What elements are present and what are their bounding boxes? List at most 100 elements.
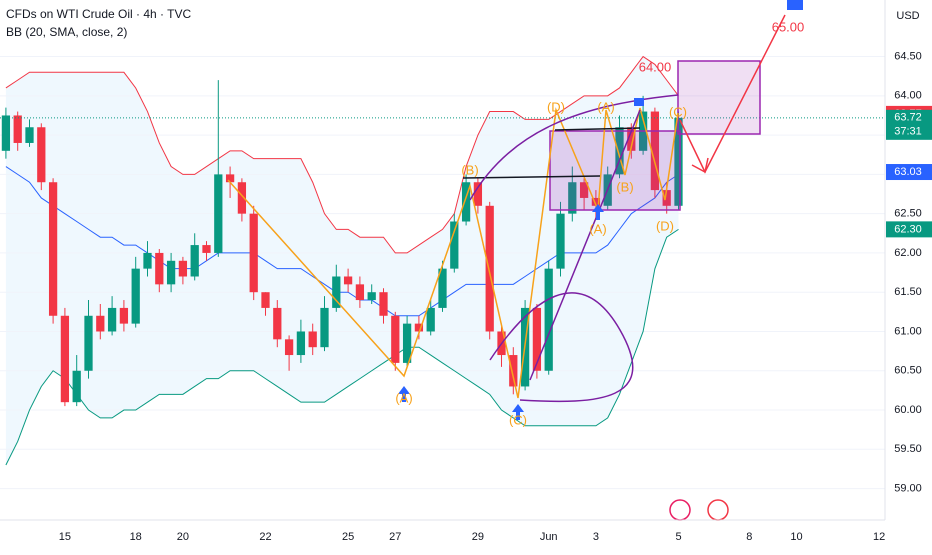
annotation: (A) bbox=[589, 221, 606, 236]
candle-body bbox=[461, 182, 471, 222]
annotation: 65.00 bbox=[772, 19, 805, 34]
annotation: (C) bbox=[509, 412, 527, 427]
candle-body bbox=[143, 252, 152, 269]
candle-body bbox=[37, 127, 46, 183]
annotation: (B) bbox=[616, 179, 633, 194]
candle-body bbox=[473, 182, 483, 206]
price-tag bbox=[886, 109, 932, 140]
candle-body bbox=[48, 182, 58, 316]
y-tick-label: 60.50 bbox=[894, 365, 922, 377]
candle-body bbox=[1, 115, 11, 151]
arrow-head bbox=[691, 157, 709, 174]
annotation: (D) bbox=[547, 99, 565, 114]
price-tag bbox=[886, 221, 932, 238]
annotation: 64.00 bbox=[639, 59, 672, 74]
candle-body bbox=[355, 284, 365, 301]
candle-body bbox=[591, 197, 601, 206]
event-icon bbox=[707, 499, 729, 521]
marks bbox=[0, 55, 885, 466]
y-tick-label: 59.00 bbox=[894, 482, 922, 494]
y-tick-label: 64.50 bbox=[894, 50, 922, 62]
candle-body bbox=[674, 117, 683, 206]
candle-body bbox=[509, 355, 518, 387]
annotation: (C) bbox=[669, 104, 687, 119]
candle-body bbox=[650, 111, 660, 191]
x-tick-label: 25 bbox=[342, 531, 354, 543]
price-axis bbox=[885, 0, 932, 550]
candle-body bbox=[13, 115, 22, 143]
candle-body bbox=[131, 268, 140, 324]
x-tick-label: Jun bbox=[540, 531, 558, 543]
candle-body bbox=[237, 182, 247, 214]
x-tick-label: 29 bbox=[472, 531, 484, 543]
candle-body bbox=[662, 190, 671, 206]
candle-body bbox=[308, 331, 317, 348]
x-tick-label: 8 bbox=[746, 531, 752, 543]
y-tick-label: 61.50 bbox=[894, 286, 922, 298]
chart-title: CFDs on WTI Crude Oil · 4h · TVC bbox=[6, 7, 191, 21]
candle-body bbox=[615, 127, 624, 175]
x-tick-label: 22 bbox=[259, 531, 271, 543]
candle-body bbox=[627, 127, 636, 151]
x-tick-label: 12 bbox=[873, 531, 885, 543]
candle-body bbox=[25, 127, 34, 143]
candle-body bbox=[178, 260, 188, 277]
candle-body bbox=[367, 292, 376, 301]
x-tick-label: 27 bbox=[389, 531, 401, 543]
price-tag-label: 63.03 bbox=[894, 166, 922, 178]
y-tick-label: 61.00 bbox=[894, 325, 922, 337]
x-tick-label: 10 bbox=[790, 531, 802, 543]
curve bbox=[529, 109, 641, 381]
x-tick-label: 5 bbox=[675, 531, 681, 543]
axis-layer: 59.00 59.50 60.00 60.50 61.00 61.50 62.00 62.50… bbox=[59, 50, 932, 543]
annotation: (A) bbox=[597, 99, 614, 114]
candle-body bbox=[96, 315, 105, 332]
trend-line bbox=[554, 127, 641, 131]
flag bbox=[787, 0, 803, 10]
x-tick-label: 18 bbox=[130, 531, 142, 543]
candle-body bbox=[402, 323, 412, 363]
y-tick-label: 62.00 bbox=[894, 247, 922, 259]
band-line bbox=[5, 228, 679, 466]
candle-body bbox=[84, 315, 93, 371]
candle-body bbox=[190, 245, 199, 277]
price-tag bbox=[886, 164, 932, 181]
candle-body bbox=[72, 370, 81, 403]
candle-body bbox=[284, 339, 294, 356]
candle-body bbox=[532, 307, 542, 371]
candle-body bbox=[249, 213, 258, 293]
candle-body bbox=[214, 174, 223, 253]
candle-body bbox=[414, 323, 424, 332]
target-box bbox=[677, 60, 761, 135]
price-tag-label: 62.30 bbox=[894, 223, 922, 235]
drawings bbox=[227, 0, 803, 521]
annotation: (A) bbox=[395, 390, 412, 405]
currency: USD bbox=[896, 10, 919, 22]
candle-body bbox=[438, 268, 447, 308]
y-tick-label: 59.50 bbox=[894, 443, 922, 455]
x-tick-label: 20 bbox=[177, 531, 189, 543]
x-tick-label: 15 bbox=[59, 531, 71, 543]
candle-body bbox=[119, 307, 129, 324]
candle-body bbox=[343, 276, 353, 285]
candle-body bbox=[155, 252, 164, 285]
candle-body bbox=[579, 182, 589, 198]
annotation: (B) bbox=[461, 162, 478, 177]
candle-body bbox=[568, 182, 577, 214]
y-tick-label: 60.00 bbox=[894, 404, 922, 416]
band-line bbox=[5, 166, 679, 317]
candle-body bbox=[225, 174, 235, 183]
y-tick-label: 64.00 bbox=[894, 90, 922, 102]
candle-body bbox=[107, 307, 117, 332]
candle-body bbox=[60, 315, 70, 403]
flag bbox=[634, 98, 644, 106]
candle-body bbox=[485, 205, 494, 332]
band-line bbox=[5, 55, 679, 254]
candle-body bbox=[320, 307, 329, 348]
countdown: 37:31 bbox=[894, 126, 922, 138]
candle-body bbox=[202, 245, 211, 253]
candle-body bbox=[544, 268, 553, 371]
candle-body bbox=[296, 331, 306, 356]
candle-body bbox=[273, 307, 282, 340]
